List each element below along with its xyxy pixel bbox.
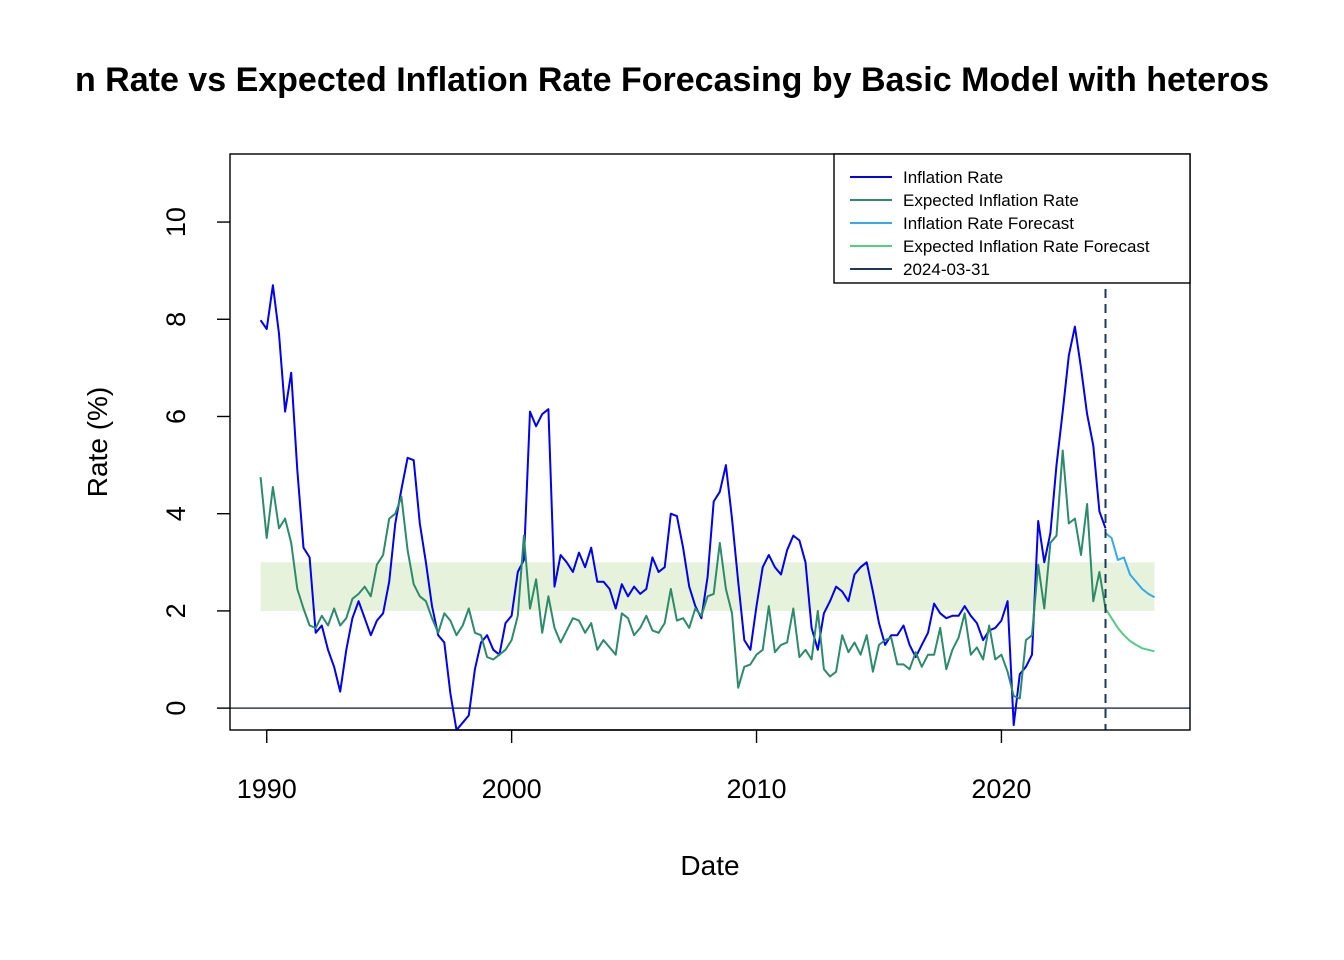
legend-label: Inflation Rate [903,168,1003,187]
y-axis-label: Rate (%) [82,387,113,497]
y-tick-label: 10 [161,207,191,237]
x-tick-label: 1990 [237,774,297,804]
y-tick-label: 0 [161,701,191,716]
y-tick-label: 4 [161,506,191,521]
y-axis: 0 2 4 6 8 10 [161,207,230,716]
x-tick-label: 2010 [726,774,786,804]
chart-title: n Rate vs Expected Inflation Rate Foreca… [75,61,1269,99]
x-tick-label: 2000 [482,774,542,804]
y-tick-label: 8 [161,312,191,327]
x-axis: 1990 2000 2010 2020 [237,729,1031,804]
x-axis-label: Date [680,850,739,881]
x-tick-label: 2020 [971,774,1031,804]
legend: Inflation Rate Expected Inflation Rate Inf… [833,153,1191,284]
legend-label: Expected Inflation Rate Forecast [903,237,1150,256]
y-tick-label: 6 [161,409,191,424]
legend-label: Inflation Rate Forecast [903,214,1074,233]
series-line-4 [1104,607,1155,653]
y-tick-label: 2 [161,603,191,618]
plot-area [230,154,1190,730]
legend-label: Expected Inflation Rate [903,191,1079,210]
legend-box [833,153,1191,284]
series-line-2 [259,449,1107,700]
series-line-1 [259,284,1107,730]
legend-label: 2024-03-31 [903,260,990,279]
series-line-3 [1104,532,1155,599]
